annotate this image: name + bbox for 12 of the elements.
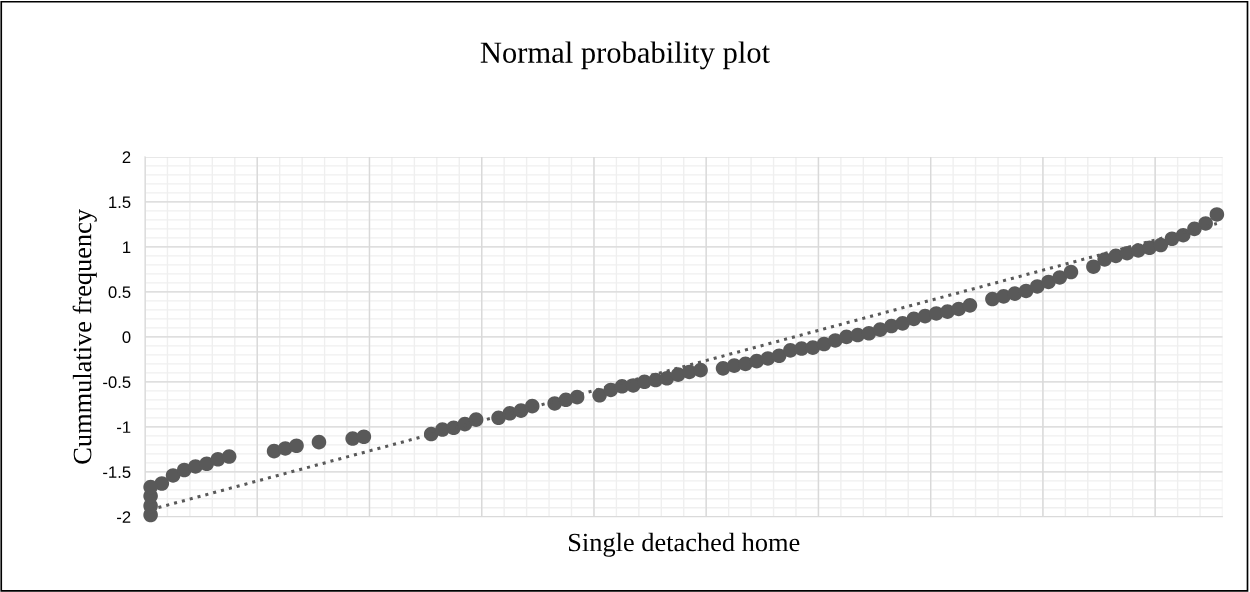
- y-tick-label: 1.5: [109, 196, 131, 209]
- y-tick-label: -2: [117, 511, 131, 523]
- y-tick-label: -0.5: [103, 376, 131, 389]
- y-tick-label: 0.5: [108, 286, 131, 299]
- y-tick-label: 0: [122, 331, 131, 344]
- y-tick-label: -1.5: [103, 466, 131, 479]
- y-tick-label: -1: [117, 421, 131, 433]
- y-axis-title: Cummulative frequency: [72, 209, 97, 464]
- x-axis-title: Single detached home: [569, 532, 800, 557]
- chart-title: Normal probability plot: [480, 41, 770, 70]
- y-tick-label: 1: [123, 241, 131, 253]
- y-tick-label: 2: [122, 151, 131, 163]
